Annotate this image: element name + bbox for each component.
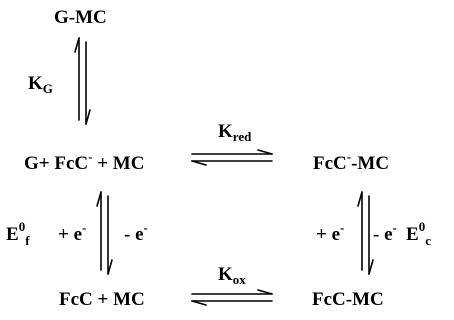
ef-symbol: E <box>6 224 19 245</box>
complex-reduced-tail: -MC <box>351 153 390 174</box>
kox-label: Kox <box>218 265 246 286</box>
right-gain-charge: - <box>340 220 345 235</box>
ef-equilibrium-arrow <box>96 191 113 275</box>
species-reactants-oxidized: FcC + MC <box>59 289 145 310</box>
ec-subscript: c <box>425 233 431 248</box>
right-gain-base: + e <box>316 224 341 245</box>
left-electron-loss: - e- <box>124 221 148 244</box>
left-electron-gain: + e- <box>58 221 86 244</box>
kg-label: KG <box>28 74 53 95</box>
ef-subscript: f <box>25 233 30 248</box>
left-loss-base: - e <box>124 224 144 245</box>
kg-symbol: K <box>28 73 43 94</box>
kred-label: Kred <box>218 122 251 143</box>
kox-symbol: K <box>218 264 233 285</box>
ec-symbol: E <box>406 224 419 245</box>
species-complex-reduced: FcC--MC <box>313 150 389 173</box>
left-gain-base: + e <box>58 224 83 245</box>
species-reactants-reduced: G+ FcC- + MC <box>24 150 144 173</box>
kred-subscript: red <box>232 129 252 144</box>
reactants-reduced-tail: + MC <box>92 153 145 174</box>
left-loss-charge: - <box>143 220 148 235</box>
kred-equilibrium-arrow <box>191 149 273 166</box>
ec-superscript: 0 <box>418 219 426 234</box>
right-electron-gain: + e- <box>316 221 344 244</box>
ef-label: E0f <box>6 220 30 247</box>
right-loss-base: - e <box>373 224 393 245</box>
kox-equilibrium-arrow <box>191 289 273 306</box>
kox-subscript: ox <box>232 272 246 287</box>
kg-equilibrium-arrow <box>74 37 91 125</box>
species-complex-oxidized: FcC-MC <box>312 289 384 310</box>
right-loss-charge: - <box>392 220 397 235</box>
left-gain-charge: - <box>82 220 87 235</box>
ec-label: E0c <box>406 220 431 247</box>
ec-equilibrium-arrow <box>357 191 374 275</box>
reactants-reduced-charge: - <box>88 149 93 164</box>
kred-symbol: K <box>218 121 233 142</box>
right-electron-loss: - e- <box>373 221 397 244</box>
ef-superscript: 0 <box>18 219 26 234</box>
complex-reduced-charge: - <box>346 149 352 164</box>
species-g-mc: G-MC <box>54 7 107 28</box>
kg-subscript: G <box>42 81 53 96</box>
complex-reduced-main: FcC <box>313 153 347 174</box>
reactants-reduced-main: G+ FcC <box>24 153 89 174</box>
